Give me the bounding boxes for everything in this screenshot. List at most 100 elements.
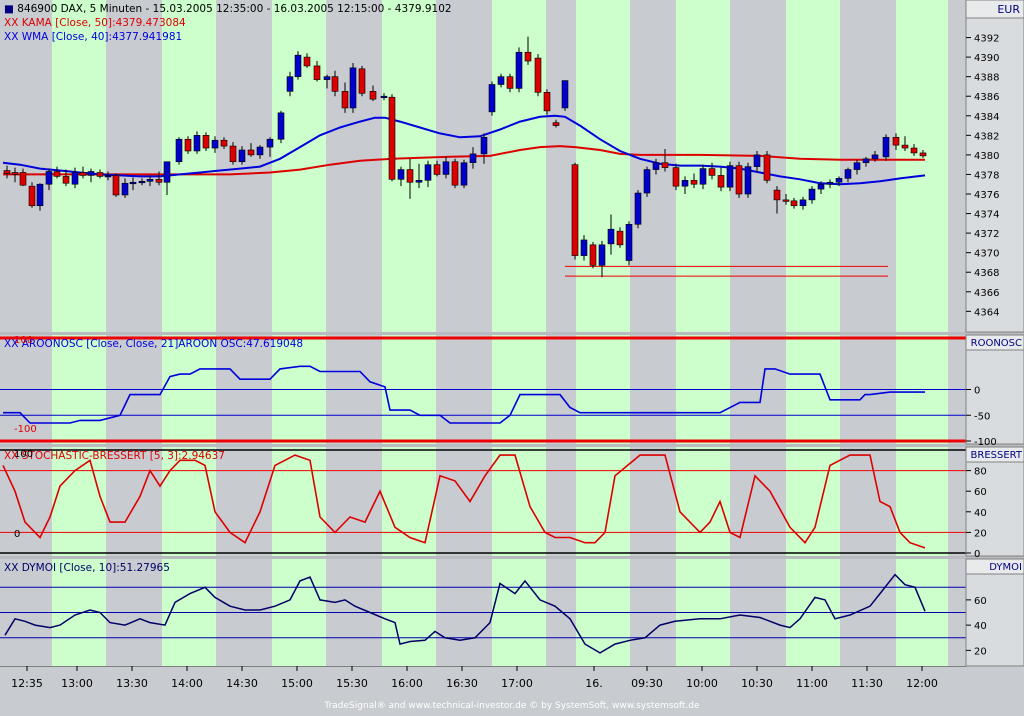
- candle-body: [424, 164, 432, 181]
- candle-body: [433, 164, 441, 175]
- candle: [643, 166, 651, 197]
- candle-body: [323, 76, 331, 80]
- candle-body: [782, 199, 790, 202]
- candle: [87, 168, 95, 183]
- candle: [121, 178, 129, 198]
- candle: [497, 73, 505, 88]
- dymoi-tick-label: 40: [974, 621, 987, 632]
- candle: [256, 145, 264, 159]
- candle: [735, 161, 743, 198]
- candle-body: [294, 54, 302, 77]
- panel-separator: [0, 666, 966, 667]
- candle: [163, 161, 171, 195]
- candle: [717, 167, 725, 192]
- candle-body: [369, 91, 377, 100]
- candle-body: [104, 175, 112, 178]
- candle-body: [534, 57, 542, 93]
- candle: [19, 168, 27, 187]
- candle-body: [708, 168, 716, 176]
- candle-body: [380, 95, 388, 99]
- candle: [708, 162, 716, 180]
- candle: [919, 150, 927, 158]
- price-axis-panel[interactable]: [965, 0, 1024, 333]
- candle: [11, 167, 19, 183]
- candle-body: [598, 244, 606, 266]
- candle: [175, 137, 183, 165]
- candle: [625, 221, 633, 266]
- legend-kama[interactable]: XX KAMA [Close, 50]:4379.473084: [4, 17, 186, 29]
- candle: [277, 110, 285, 144]
- candle-body: [773, 189, 781, 201]
- price-tick-label: 4376: [974, 190, 999, 201]
- price-tick-label: 4366: [974, 288, 999, 299]
- candle: [358, 65, 366, 97]
- candle: [45, 168, 53, 191]
- candle-body: [286, 76, 294, 92]
- candle: [580, 235, 588, 261]
- candle: [773, 186, 781, 214]
- candle-body: [726, 165, 734, 188]
- candle-body: [524, 51, 532, 62]
- aroon-axis-panel[interactable]: [965, 334, 1024, 445]
- x-tick-label: 10:00: [686, 677, 718, 690]
- candle: [294, 51, 302, 80]
- candle: [286, 71, 294, 97]
- legend-dymoi[interactable]: XX DYMOI [Close, 10]:51.27965: [4, 562, 170, 574]
- candle: [862, 156, 870, 167]
- session-band: [786, 447, 840, 556]
- x-tick-label: 16:30: [446, 677, 478, 690]
- stoch-axis-panel[interactable]: [965, 446, 1024, 557]
- candle-body: [11, 172, 19, 175]
- candle-body: [844, 169, 852, 179]
- panel-separator[interactable]: [0, 556, 1024, 559]
- x-tick-label: 09:30: [631, 677, 663, 690]
- candle: [460, 159, 468, 189]
- candle: [415, 163, 423, 189]
- candle: [331, 70, 339, 97]
- panel-separator[interactable]: [0, 332, 1024, 335]
- candle-body: [460, 162, 468, 186]
- candle-body: [853, 162, 861, 170]
- candle: [506, 73, 514, 93]
- stoch-level-label-bottom: 0: [14, 529, 20, 540]
- legend-stoch[interactable]: XX STOCHASTIC-BRESSERT [5, 3]:2.94637: [4, 450, 225, 462]
- stoch-tick-label: 80: [974, 467, 987, 478]
- candle: [313, 61, 321, 82]
- candle: [247, 143, 255, 157]
- candle: [598, 240, 606, 278]
- candle: [480, 133, 488, 164]
- legend-aroon[interactable]: XX AROONOSC [Close, Close, 21]AROON OSC:…: [4, 338, 303, 350]
- aroon-level-label-bottom: -100: [14, 424, 37, 435]
- candle: [634, 190, 642, 229]
- candle-body: [790, 200, 798, 207]
- x-tick-label: 11:30: [851, 677, 883, 690]
- candle: [469, 147, 477, 169]
- candle-body: [580, 239, 588, 256]
- candle: [790, 197, 798, 209]
- legend-wma[interactable]: XX WMA [Close, 40]:4377.941981: [4, 31, 182, 43]
- candle: [882, 134, 890, 161]
- stoch-axis-title-box: [965, 446, 1024, 463]
- candle-body: [229, 145, 237, 163]
- panel-separator[interactable]: [0, 444, 1024, 447]
- candle-body: [266, 138, 274, 148]
- candle: [561, 80, 569, 111]
- candle-body: [589, 244, 597, 266]
- x-tick-label: 16.: [585, 677, 603, 690]
- candle-body: [277, 112, 285, 140]
- candle: [146, 175, 154, 187]
- candle-body: [607, 228, 615, 245]
- legend-kama-text: KAMA [Close, 50]:4379.473084: [22, 17, 186, 29]
- candle-body: [349, 67, 357, 109]
- candle: [552, 119, 560, 128]
- candle: [699, 164, 707, 190]
- candle: [652, 158, 660, 175]
- candle-body: [661, 162, 669, 168]
- candle-body: [163, 161, 171, 183]
- candle: [661, 149, 669, 172]
- candle-body: [155, 179, 163, 183]
- session-band: [52, 0, 106, 332]
- candle-body: [892, 136, 900, 146]
- session-band: [576, 447, 630, 556]
- candle-body: [543, 92, 551, 112]
